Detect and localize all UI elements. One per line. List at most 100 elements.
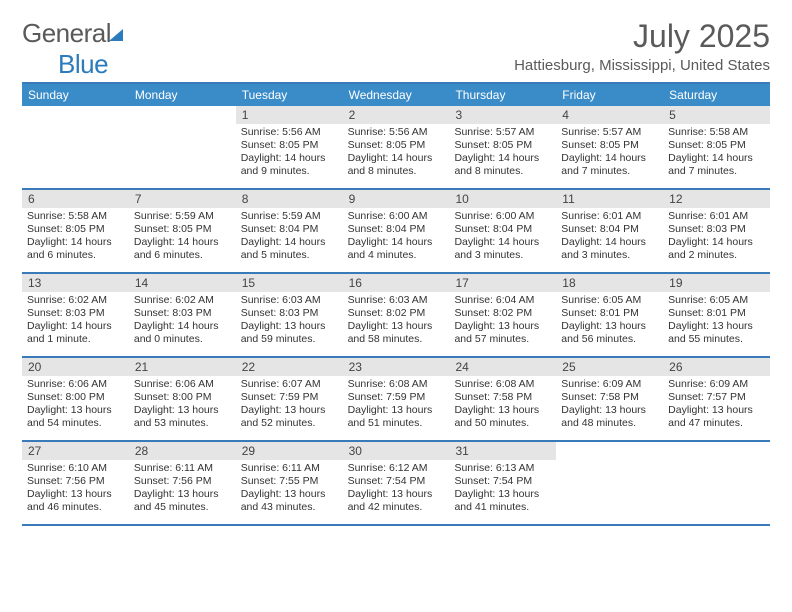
week-row: 6Sunrise: 5:58 AMSunset: 8:05 PMDaylight… bbox=[22, 190, 770, 274]
day-number: 11 bbox=[556, 190, 663, 208]
cell-body: Sunrise: 6:11 AMSunset: 7:56 PMDaylight:… bbox=[129, 460, 236, 519]
calendar-cell bbox=[22, 106, 129, 188]
day-number: 6 bbox=[22, 190, 129, 208]
cell-body: Sunrise: 6:13 AMSunset: 7:54 PMDaylight:… bbox=[449, 460, 556, 519]
day-number: 8 bbox=[236, 190, 343, 208]
cell-body: Sunrise: 6:01 AMSunset: 8:03 PMDaylight:… bbox=[663, 208, 770, 267]
day-number: 28 bbox=[129, 442, 236, 460]
cell-body: Sunrise: 6:06 AMSunset: 8:00 PMDaylight:… bbox=[129, 376, 236, 435]
cell-body: Sunrise: 6:10 AMSunset: 7:56 PMDaylight:… bbox=[22, 460, 129, 519]
calendar: SundayMondayTuesdayWednesdayThursdayFrid… bbox=[22, 82, 770, 526]
calendar-cell: 23Sunrise: 6:08 AMSunset: 7:59 PMDayligh… bbox=[343, 358, 450, 440]
day-number: 20 bbox=[22, 358, 129, 376]
title-block: July 2025 Hattiesburg, Mississippi, Unit… bbox=[514, 18, 770, 80]
calendar-cell: 8Sunrise: 5:59 AMSunset: 8:04 PMDaylight… bbox=[236, 190, 343, 272]
day-number: 18 bbox=[556, 274, 663, 292]
calendar-cell: 21Sunrise: 6:06 AMSunset: 8:00 PMDayligh… bbox=[129, 358, 236, 440]
cell-body: Sunrise: 6:02 AMSunset: 8:03 PMDaylight:… bbox=[22, 292, 129, 351]
cell-body: Sunrise: 6:01 AMSunset: 8:04 PMDaylight:… bbox=[556, 208, 663, 267]
page-title: July 2025 bbox=[514, 18, 770, 55]
day-number: 9 bbox=[343, 190, 450, 208]
day-number: 22 bbox=[236, 358, 343, 376]
location-text: Hattiesburg, Mississippi, United States bbox=[514, 57, 770, 74]
calendar-cell: 29Sunrise: 6:11 AMSunset: 7:55 PMDayligh… bbox=[236, 442, 343, 524]
day-number bbox=[129, 106, 236, 124]
day-number bbox=[663, 442, 770, 460]
day-number bbox=[22, 106, 129, 124]
day-header: Wednesday bbox=[343, 84, 450, 106]
cell-body: Sunrise: 6:00 AMSunset: 8:04 PMDaylight:… bbox=[449, 208, 556, 267]
cell-body: Sunrise: 6:05 AMSunset: 8:01 PMDaylight:… bbox=[663, 292, 770, 351]
cell-body: Sunrise: 6:11 AMSunset: 7:55 PMDaylight:… bbox=[236, 460, 343, 519]
day-number: 10 bbox=[449, 190, 556, 208]
cell-body: Sunrise: 6:04 AMSunset: 8:02 PMDaylight:… bbox=[449, 292, 556, 351]
logo-part2: Blue bbox=[58, 49, 108, 79]
calendar-cell: 27Sunrise: 6:10 AMSunset: 7:56 PMDayligh… bbox=[22, 442, 129, 524]
cell-body: Sunrise: 5:57 AMSunset: 8:05 PMDaylight:… bbox=[556, 124, 663, 183]
sail-icon bbox=[109, 18, 127, 32]
calendar-cell: 19Sunrise: 6:05 AMSunset: 8:01 PMDayligh… bbox=[663, 274, 770, 356]
day-header: Sunday bbox=[22, 84, 129, 106]
calendar-cell: 9Sunrise: 6:00 AMSunset: 8:04 PMDaylight… bbox=[343, 190, 450, 272]
calendar-cell: 12Sunrise: 6:01 AMSunset: 8:03 PMDayligh… bbox=[663, 190, 770, 272]
cell-body: Sunrise: 6:05 AMSunset: 8:01 PMDaylight:… bbox=[556, 292, 663, 351]
footer-space bbox=[22, 526, 770, 566]
day-number: 3 bbox=[449, 106, 556, 124]
day-number: 16 bbox=[343, 274, 450, 292]
day-number: 31 bbox=[449, 442, 556, 460]
cell-body: Sunrise: 5:58 AMSunset: 8:05 PMDaylight:… bbox=[663, 124, 770, 183]
week-row: 27Sunrise: 6:10 AMSunset: 7:56 PMDayligh… bbox=[22, 442, 770, 526]
day-number: 13 bbox=[22, 274, 129, 292]
calendar-cell: 26Sunrise: 6:09 AMSunset: 7:57 PMDayligh… bbox=[663, 358, 770, 440]
day-number: 19 bbox=[663, 274, 770, 292]
calendar-cell: 4Sunrise: 5:57 AMSunset: 8:05 PMDaylight… bbox=[556, 106, 663, 188]
calendar-cell: 20Sunrise: 6:06 AMSunset: 8:00 PMDayligh… bbox=[22, 358, 129, 440]
calendar-cell: 11Sunrise: 6:01 AMSunset: 8:04 PMDayligh… bbox=[556, 190, 663, 272]
calendar-cell: 1Sunrise: 5:56 AMSunset: 8:05 PMDaylight… bbox=[236, 106, 343, 188]
header: GeneralBlue July 2025 Hattiesburg, Missi… bbox=[22, 18, 770, 80]
day-number: 1 bbox=[236, 106, 343, 124]
day-number: 26 bbox=[663, 358, 770, 376]
calendar-cell: 22Sunrise: 6:07 AMSunset: 7:59 PMDayligh… bbox=[236, 358, 343, 440]
day-header: Tuesday bbox=[236, 84, 343, 106]
calendar-cell: 13Sunrise: 6:02 AMSunset: 8:03 PMDayligh… bbox=[22, 274, 129, 356]
day-number: 2 bbox=[343, 106, 450, 124]
calendar-cell: 16Sunrise: 6:03 AMSunset: 8:02 PMDayligh… bbox=[343, 274, 450, 356]
calendar-cell: 25Sunrise: 6:09 AMSunset: 7:58 PMDayligh… bbox=[556, 358, 663, 440]
weeks-container: 1Sunrise: 5:56 AMSunset: 8:05 PMDaylight… bbox=[22, 106, 770, 526]
logo-text: GeneralBlue bbox=[22, 18, 127, 80]
day-number bbox=[556, 442, 663, 460]
cell-body bbox=[556, 460, 663, 466]
week-row: 1Sunrise: 5:56 AMSunset: 8:05 PMDaylight… bbox=[22, 106, 770, 190]
day-number: 23 bbox=[343, 358, 450, 376]
calendar-cell: 18Sunrise: 6:05 AMSunset: 8:01 PMDayligh… bbox=[556, 274, 663, 356]
cell-body: Sunrise: 6:09 AMSunset: 7:57 PMDaylight:… bbox=[663, 376, 770, 435]
week-row: 13Sunrise: 6:02 AMSunset: 8:03 PMDayligh… bbox=[22, 274, 770, 358]
cell-body: Sunrise: 5:59 AMSunset: 8:04 PMDaylight:… bbox=[236, 208, 343, 267]
cell-body: Sunrise: 6:03 AMSunset: 8:03 PMDaylight:… bbox=[236, 292, 343, 351]
day-number: 15 bbox=[236, 274, 343, 292]
day-number: 4 bbox=[556, 106, 663, 124]
cell-body: Sunrise: 5:58 AMSunset: 8:05 PMDaylight:… bbox=[22, 208, 129, 267]
calendar-cell: 24Sunrise: 6:08 AMSunset: 7:58 PMDayligh… bbox=[449, 358, 556, 440]
cell-body: Sunrise: 5:59 AMSunset: 8:05 PMDaylight:… bbox=[129, 208, 236, 267]
cell-body bbox=[22, 124, 129, 130]
day-number: 14 bbox=[129, 274, 236, 292]
calendar-cell: 7Sunrise: 5:59 AMSunset: 8:05 PMDaylight… bbox=[129, 190, 236, 272]
cell-body: Sunrise: 6:00 AMSunset: 8:04 PMDaylight:… bbox=[343, 208, 450, 267]
calendar-cell: 6Sunrise: 5:58 AMSunset: 8:05 PMDaylight… bbox=[22, 190, 129, 272]
day-number: 17 bbox=[449, 274, 556, 292]
calendar-cell: 5Sunrise: 5:58 AMSunset: 8:05 PMDaylight… bbox=[663, 106, 770, 188]
day-header: Monday bbox=[129, 84, 236, 106]
day-number: 21 bbox=[129, 358, 236, 376]
cell-body bbox=[663, 460, 770, 466]
day-number: 24 bbox=[449, 358, 556, 376]
day-number: 25 bbox=[556, 358, 663, 376]
cell-body: Sunrise: 6:12 AMSunset: 7:54 PMDaylight:… bbox=[343, 460, 450, 519]
logo-part1: General bbox=[22, 18, 111, 48]
calendar-cell: 15Sunrise: 6:03 AMSunset: 8:03 PMDayligh… bbox=[236, 274, 343, 356]
cell-body: Sunrise: 6:06 AMSunset: 8:00 PMDaylight:… bbox=[22, 376, 129, 435]
calendar-cell: 31Sunrise: 6:13 AMSunset: 7:54 PMDayligh… bbox=[449, 442, 556, 524]
calendar-cell: 28Sunrise: 6:11 AMSunset: 7:56 PMDayligh… bbox=[129, 442, 236, 524]
day-number: 5 bbox=[663, 106, 770, 124]
